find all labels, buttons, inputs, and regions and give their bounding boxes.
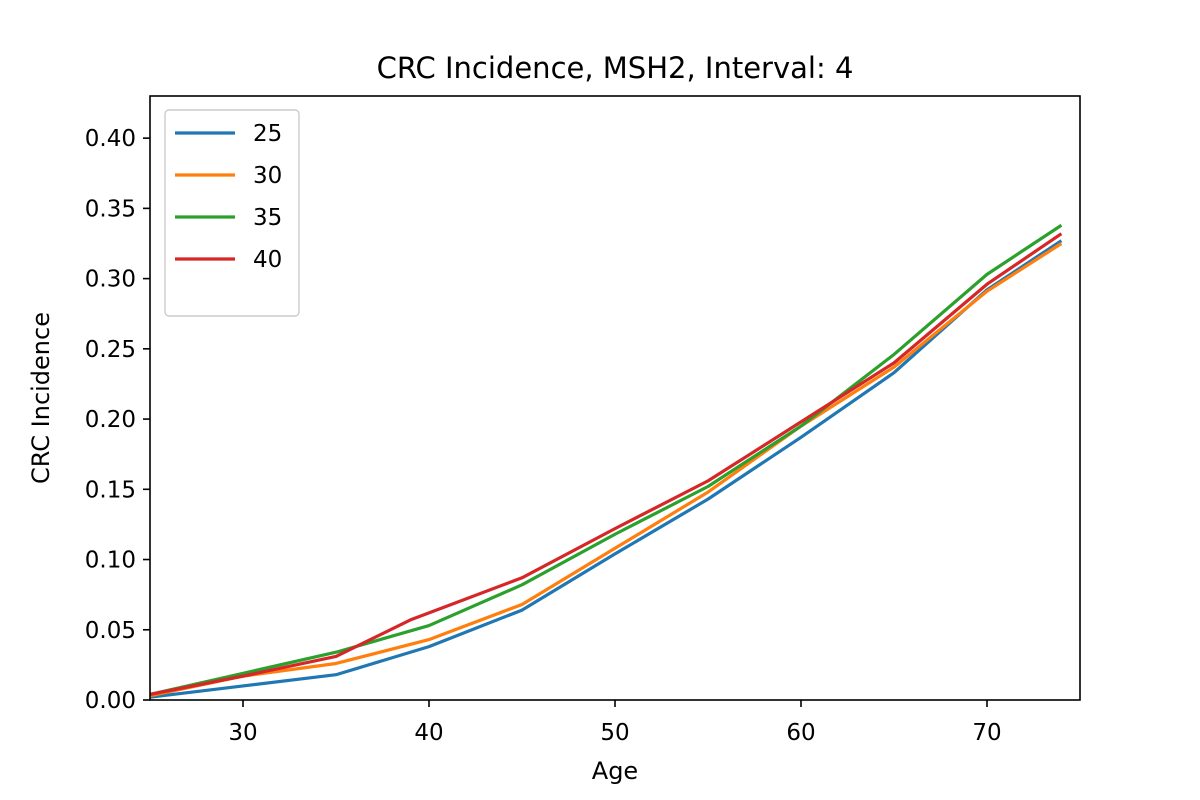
x-tick-label: 40 [414,720,443,746]
plot-frame [149,95,1081,701]
x-tick-label: 30 [228,720,257,746]
y-tick-label: 0.15 [85,477,136,503]
y-axis: 0.00 0.05 0.10 0.15 0.20 0.25 0.30 0.35 0.40 [85,126,150,714]
series-layer [150,223,1063,699]
y-tick-label: 0.20 [85,407,136,433]
y-tick-label: 0.05 [85,618,136,644]
x-axis: 30 40 50 60 70 [228,700,1002,746]
y-tick-label: 0.25 [85,337,136,363]
legend-label-40: 40 [253,247,282,273]
x-axis-label: Age [592,757,638,785]
legend-box [164,109,300,317]
x-tick-label: 70 [972,720,1001,746]
y-tick-label: 0.40 [85,126,136,152]
legend: 25 30 35 40 [164,109,300,317]
legend-label-35: 35 [253,205,282,231]
series-line-35 [150,223,1063,696]
chart-title: CRC Incidence, MSH2, Interval: 4 [377,51,854,85]
y-tick-label: 0.35 [85,196,136,222]
y-tick-label: 0.00 [85,688,136,714]
series-line-25 [150,239,1063,699]
y-tick-label: 0.30 [85,267,136,293]
series-line-30 [150,242,1063,698]
legend-label-30: 30 [253,163,282,189]
x-tick-label: 50 [600,720,629,746]
legend-label-25: 25 [253,121,282,147]
y-axis-label: CRC Incidence [27,312,55,484]
series-line-40 [150,232,1063,696]
x-tick-label: 60 [786,720,815,746]
y-tick-label: 0.10 [85,548,136,574]
